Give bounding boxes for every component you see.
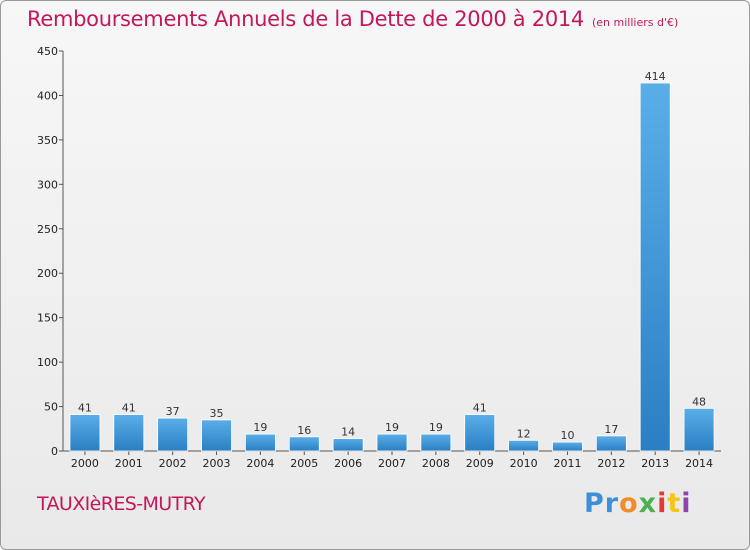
bar-2014 [683, 407, 715, 452]
x-tick-label: 2008 [422, 457, 450, 470]
bar-2008 [420, 433, 452, 452]
bar-2010 [508, 439, 540, 452]
logo-part-4: i [657, 488, 668, 519]
x-tick-label: 2009 [466, 457, 494, 470]
proxiti-logo: Proxiti [584, 488, 692, 519]
bar-value-label: 19 [429, 421, 443, 434]
bar-value-label: 19 [253, 421, 267, 434]
y-tick-label: 350 [37, 134, 58, 147]
bar-2000 [69, 414, 101, 452]
chart-subtitle: (en milliers d'€) [592, 16, 679, 29]
bar-value-label: 14 [341, 426, 355, 439]
y-tick-label: 150 [37, 312, 58, 325]
chart-title: Remboursements Annuels de la Dette de 20… [27, 7, 678, 31]
y-tick-label: 100 [37, 356, 58, 369]
y-tick-label: 250 [37, 223, 58, 236]
bar-value-label: 41 [78, 402, 92, 415]
x-tick-label: 2013 [641, 457, 669, 470]
x-tick-label: 2010 [510, 457, 538, 470]
bar-value-label: 37 [166, 405, 180, 418]
logo-part-5: t [667, 488, 682, 519]
x-tick-label: 2014 [685, 457, 713, 470]
x-tick-label: 2007 [378, 457, 406, 470]
bar-2011 [552, 441, 583, 452]
bar-2009 [464, 414, 496, 452]
x-tick-label: 2006 [334, 457, 362, 470]
logo-part-6: i [681, 488, 692, 519]
bar-value-label: 414 [645, 70, 666, 83]
x-tick-label: 2001 [115, 457, 143, 470]
bar-2013 [639, 82, 671, 452]
x-tick-label: 2012 [597, 457, 625, 470]
logo-part-1: Pr [584, 488, 620, 519]
x-tick-label: 2002 [159, 457, 187, 470]
city-name: TAUXIèRES-MUTRY [37, 493, 206, 515]
y-tick-label: 450 [37, 45, 58, 58]
bar-value-label: 17 [604, 423, 618, 436]
bar-value-label: 41 [122, 402, 136, 415]
logo-part-2: o [619, 488, 639, 519]
title-text: Remboursements Annuels de la Dette de 20… [27, 7, 584, 31]
bar-value-label: 19 [385, 421, 399, 434]
bar-value-label: 12 [517, 427, 531, 440]
y-tick-label: 300 [37, 178, 58, 191]
bar-2002 [157, 417, 189, 452]
y-tick-label: 200 [37, 267, 58, 280]
y-tick-label: 0 [51, 445, 58, 458]
bar-2005 [288, 436, 320, 452]
bar-2006 [332, 438, 364, 452]
bar-value-label: 16 [297, 424, 311, 437]
x-tick-label: 2003 [203, 457, 231, 470]
x-tick-label: 2005 [290, 457, 318, 470]
bar-value-label: 41 [473, 402, 487, 415]
x-tick-label: 2000 [71, 457, 99, 470]
y-tick-label: 50 [44, 401, 58, 414]
x-tick-label: 2011 [553, 457, 581, 470]
bar-2007 [376, 433, 408, 452]
bar-value-label: 35 [210, 407, 224, 420]
bar-value-label: 10 [560, 429, 574, 442]
bar-2003 [201, 419, 232, 452]
bar-2004 [244, 433, 276, 452]
x-tick-label: 2004 [246, 457, 274, 470]
axes: 0 50 100 150 200 250 300 350 400 450 2000 2001 2002 2… [37, 45, 721, 470]
bar-value-label: 48 [692, 395, 706, 408]
bar-2001 [113, 414, 145, 452]
logo-part-3: x [638, 488, 658, 519]
bars: 41 41 37 35 19 16 14 19 19 41 12 10 17 414 48 [69, 70, 715, 452]
y-tick-label: 400 [37, 89, 58, 102]
bar-2012 [595, 435, 627, 452]
